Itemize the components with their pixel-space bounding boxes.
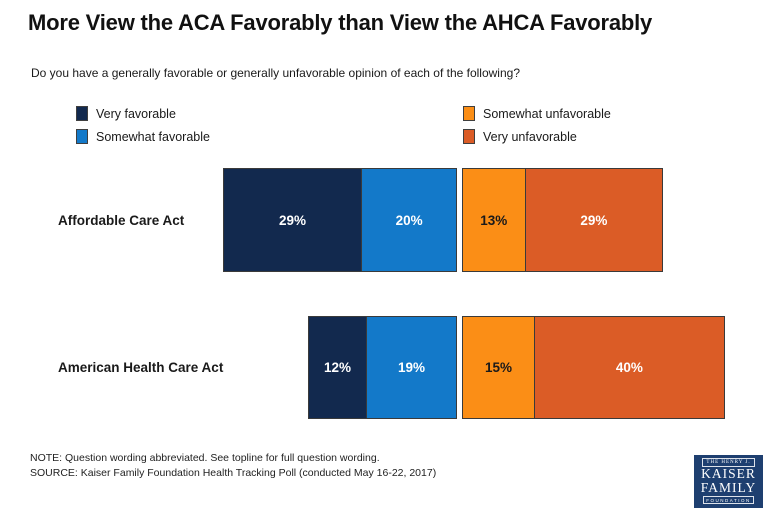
legend-label: Somewhat unfavorable [483, 106, 611, 121]
legend-item-very-unfavorable: Very unfavorable [463, 129, 577, 144]
logo-kaiser-text: KAISER [701, 466, 756, 481]
legend-swatch-very-unfavorable [463, 129, 475, 144]
category-label-affordable-care-act: Affordable Care Act [58, 212, 185, 228]
note-text: NOTE: Question wording abbreviated. See … [30, 452, 380, 464]
legend-item-very-favorable: Very favorable [76, 106, 176, 121]
logo-foundation-text: FOUNDATION [703, 496, 754, 504]
legend-label: Very favorable [96, 106, 176, 121]
question-text: Do you have a generally favorable or gen… [31, 66, 520, 80]
logo-top-text: THE HENRY J. [702, 458, 755, 467]
legend-swatch-somewhat-unfavorable [463, 106, 475, 121]
legend-label: Very unfavorable [483, 129, 577, 144]
favorable-bar-group: 29% 20% [222, 168, 457, 272]
bar-segment-somewhat-unfavorable: 13% [463, 169, 525, 271]
source-text: SOURCE: Kaiser Family Foundation Health … [30, 467, 437, 479]
unfavorable-bar-group: 15% 40% [462, 316, 725, 419]
category-label-american-health-care-act: American Health Care Act [58, 360, 224, 375]
logo-family-text: FAMILY [700, 479, 757, 495]
bar-segment-somewhat-unfavorable: 15% [463, 317, 535, 418]
bar-segment-somewhat-favorable: 20% [361, 169, 456, 271]
bar-segment-very-favorable: 12% [309, 317, 366, 418]
page-title: More View the ACA Favorably than View th… [28, 10, 653, 35]
legend-swatch-very-favorable [76, 106, 88, 121]
legend-item-somewhat-favorable: Somewhat favorable [76, 129, 210, 144]
legend-item-somewhat-unfavorable: Somewhat unfavorable [463, 106, 611, 121]
bar-segment-somewhat-favorable: 19% [365, 317, 456, 418]
bar-segment-very-unfavorable: 29% [524, 169, 663, 271]
kaiser-family-foundation-logo: THE HENRY J. KAISER FAMILY FOUNDATION [694, 455, 763, 508]
legend-label: Somewhat favorable [96, 129, 210, 144]
legend-swatch-somewhat-favorable [76, 129, 88, 144]
favorable-bar-group: 12% 19% [308, 316, 457, 419]
bar-segment-very-unfavorable: 40% [534, 317, 724, 418]
unfavorable-bar-group: 13% 29% [462, 168, 664, 272]
bar-segment-very-favorable: 29% [223, 169, 362, 271]
